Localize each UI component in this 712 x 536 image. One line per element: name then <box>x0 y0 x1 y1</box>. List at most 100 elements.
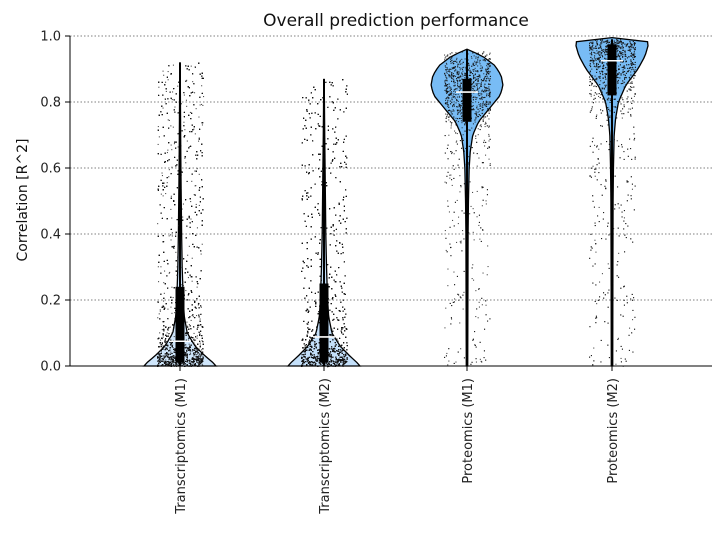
data-point <box>168 142 170 144</box>
data-point <box>158 261 160 263</box>
data-point <box>173 327 175 329</box>
data-point <box>193 104 195 106</box>
data-point <box>170 351 172 353</box>
data-point <box>193 342 195 344</box>
data-point <box>191 361 193 363</box>
data-point <box>199 320 201 322</box>
data-point <box>191 205 193 207</box>
data-point <box>159 318 161 320</box>
data-point <box>202 341 204 343</box>
data-point <box>194 352 196 354</box>
data-point <box>188 87 190 89</box>
data-point <box>202 343 204 345</box>
data-point <box>200 358 202 360</box>
data-point <box>192 81 194 83</box>
data-point <box>189 352 191 354</box>
data-point <box>171 232 173 234</box>
data-point <box>176 266 178 268</box>
data-point <box>161 342 163 344</box>
data-point <box>186 260 188 262</box>
data-point <box>160 364 162 366</box>
data-point <box>185 162 187 164</box>
data-point <box>194 363 196 365</box>
data-point <box>162 336 164 338</box>
data-point <box>186 350 188 352</box>
data-point <box>173 200 175 202</box>
data-point <box>160 293 162 295</box>
data-point <box>164 353 166 355</box>
data-point <box>185 268 187 270</box>
data-point <box>161 360 163 362</box>
data-point <box>195 234 197 236</box>
data-point <box>198 359 200 361</box>
data-point <box>196 360 198 362</box>
data-point <box>198 140 200 142</box>
data-point <box>199 346 201 348</box>
data-point <box>168 159 170 161</box>
data-point <box>198 307 200 309</box>
data-point <box>164 152 166 154</box>
data-point <box>162 355 164 357</box>
data-point <box>170 362 172 364</box>
data-point <box>186 299 188 301</box>
data-point <box>171 166 173 168</box>
data-point <box>193 332 195 334</box>
data-point <box>189 350 191 352</box>
data-point <box>186 356 188 358</box>
data-point <box>201 186 203 188</box>
data-point <box>201 355 203 357</box>
data-point <box>194 301 196 303</box>
data-point <box>170 342 172 344</box>
data-point <box>187 359 189 361</box>
data-point <box>157 223 159 225</box>
data-point <box>184 347 186 349</box>
data-point <box>178 81 180 83</box>
data-point <box>164 84 166 86</box>
data-point <box>193 349 195 351</box>
data-point <box>183 363 185 365</box>
data-point <box>201 224 203 226</box>
data-point <box>167 71 169 73</box>
data-point <box>157 364 159 366</box>
data-point <box>170 296 172 298</box>
data-point <box>188 324 190 326</box>
data-point <box>192 129 194 131</box>
data-point <box>158 281 160 283</box>
data-point <box>164 307 166 309</box>
data-point <box>162 70 164 72</box>
data-point <box>185 339 187 341</box>
data-point <box>170 358 172 360</box>
data-point <box>199 344 201 346</box>
data-point <box>194 363 196 365</box>
data-point <box>185 237 187 239</box>
data-point <box>177 170 179 172</box>
data-point <box>196 214 198 216</box>
data-point <box>157 357 159 359</box>
data-point <box>157 356 159 358</box>
data-point <box>185 290 187 292</box>
data-point <box>200 212 202 214</box>
data-point <box>157 301 159 303</box>
data-point <box>197 350 199 352</box>
data-point <box>160 359 162 361</box>
data-point <box>170 356 172 358</box>
data-point <box>187 254 189 256</box>
data-point <box>193 83 195 85</box>
data-point <box>174 363 176 365</box>
data-point <box>175 260 177 262</box>
data-point <box>168 350 170 352</box>
data-point <box>198 204 200 206</box>
data-point <box>184 363 186 365</box>
data-point <box>198 355 200 357</box>
data-point <box>201 353 203 355</box>
data-point <box>189 345 191 347</box>
data-point <box>201 335 203 337</box>
data-point <box>170 306 172 308</box>
data-point <box>177 112 179 114</box>
data-point <box>165 354 167 356</box>
data-point <box>191 361 193 363</box>
data-point <box>183 362 185 364</box>
data-point <box>198 348 200 350</box>
data-point <box>163 328 165 330</box>
data-point <box>171 363 173 365</box>
